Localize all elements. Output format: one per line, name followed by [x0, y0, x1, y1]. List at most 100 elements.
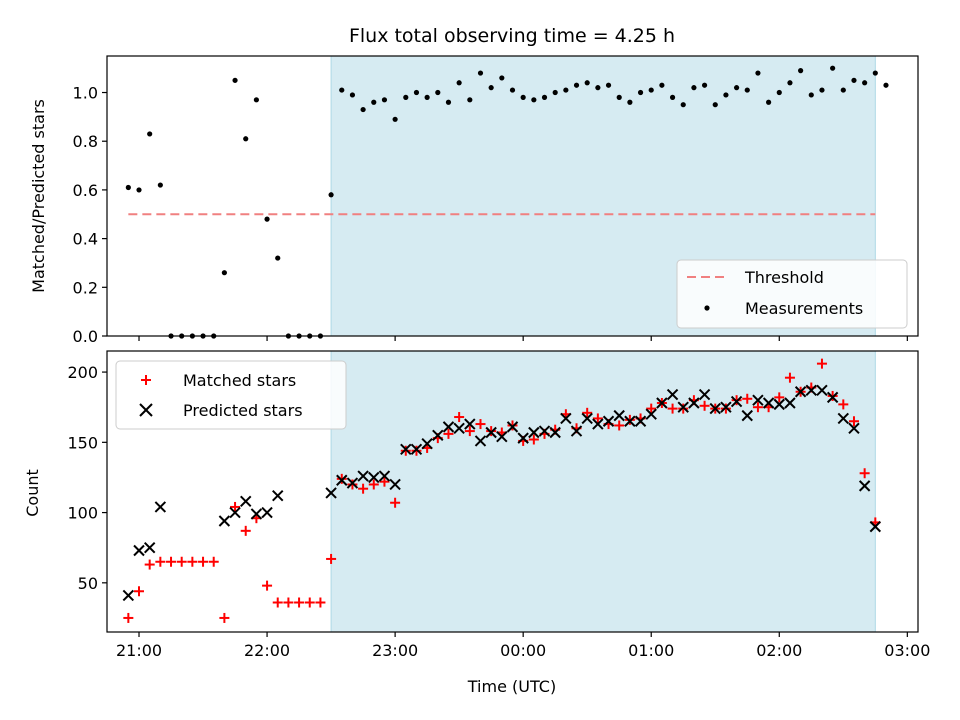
chart-title: Flux total observing time = 4.25 h	[349, 25, 675, 47]
predicted-star-point	[549, 426, 561, 439]
predicted-star-point	[677, 401, 689, 413]
y-tick-label: 150	[67, 433, 98, 452]
measurement-point	[627, 99, 633, 105]
y-tick-label: 0.0	[73, 327, 98, 346]
matched-star-point	[784, 372, 795, 383]
measurement-point	[221, 270, 227, 276]
predicted-star-point	[613, 409, 625, 422]
predicted-star-point	[837, 412, 850, 425]
measurement-point	[435, 89, 441, 96]
matched-star-point	[528, 434, 539, 445]
matched-star-point	[134, 586, 145, 597]
measurement-point	[403, 94, 409, 100]
measurement-point	[605, 82, 612, 88]
predicted-star-point	[410, 443, 423, 456]
predicted-star-point	[378, 470, 391, 482]
predicted-star-point	[688, 397, 700, 409]
predicted-star-point	[848, 422, 860, 434]
predicted-star-point	[464, 418, 476, 430]
predicted-star-point	[421, 438, 433, 450]
y-tick-label: 0.2	[73, 278, 98, 297]
bottom-legend: Matched stars Predicted stars	[115, 360, 347, 430]
matched-star-point	[326, 553, 337, 564]
x-tick-label: 03:00	[884, 641, 930, 660]
x-tick-label: 23:00	[372, 641, 418, 660]
matched-star-point	[187, 556, 198, 567]
y-tick-label: 50	[78, 574, 98, 593]
predicted-star-point	[400, 443, 412, 456]
measurement-point	[787, 80, 793, 86]
matched-star-point	[464, 426, 475, 437]
predicted-star-point	[325, 487, 337, 499]
predicted-star-point	[336, 474, 348, 486]
predicted-star-point	[528, 426, 540, 439]
predicted-star-point	[357, 470, 369, 482]
measurement-point	[360, 106, 366, 113]
measurement-point	[232, 77, 238, 83]
matched-star-point	[208, 556, 219, 567]
predicted-star-point	[645, 408, 657, 420]
matched-star-point	[443, 428, 454, 439]
measurement-point	[349, 92, 356, 98]
predicted-star-point	[250, 508, 263, 520]
measurement-point	[862, 80, 868, 86]
matched-star-point	[390, 497, 401, 508]
measurement-point	[766, 99, 772, 105]
predicted-star-point	[869, 520, 882, 533]
x-tick-label: 02:00	[756, 641, 802, 660]
matched-star-point	[859, 468, 870, 479]
matched-star-point	[230, 501, 241, 512]
predicted-star-point	[698, 388, 711, 401]
matched-star-point	[848, 416, 859, 427]
y-tick-label: 1.0	[73, 84, 98, 103]
predicted-star-point	[581, 412, 593, 425]
measurement-point	[883, 82, 889, 88]
predicted-star-point	[346, 477, 359, 489]
measurement-point	[595, 85, 601, 91]
measurement-point	[424, 94, 430, 100]
matched-star-point	[816, 358, 827, 369]
predicted-star-point	[389, 478, 401, 491]
measurement-point	[744, 87, 750, 93]
matched-star-point	[240, 525, 251, 536]
measurement-point	[776, 89, 782, 96]
measurement-point	[264, 216, 270, 222]
y-tick-label: 0.8	[73, 132, 98, 151]
measurement-point	[691, 85, 697, 91]
x-tick-label: 22:00	[244, 641, 290, 660]
count-panel: 50 100 150 200 21:00 22:00 23:00 00:00 01:00 02:0…	[67, 350, 930, 660]
predicted-star-point	[730, 395, 743, 408]
predicted-star-point	[709, 402, 721, 415]
predicted-star-point	[720, 401, 732, 413]
predicted-star-point	[133, 544, 145, 557]
measurement-point	[243, 136, 249, 142]
predicted-star-point	[538, 425, 551, 437]
predicted-star-point	[624, 415, 636, 427]
measurement-point	[157, 182, 163, 188]
matched-star-point	[262, 580, 273, 591]
axes-frame	[106, 350, 919, 633]
measurement-point	[755, 70, 761, 76]
predicted-star-point	[826, 391, 839, 404]
matched-star-point	[368, 479, 379, 490]
predicted-star-point	[656, 397, 668, 409]
measurement-point	[147, 131, 153, 137]
measurement-point	[275, 255, 281, 261]
matched-star-point	[752, 402, 763, 413]
measurement-point	[659, 82, 665, 88]
legend-predicted-label: Predicted stars	[183, 401, 303, 420]
predicted-star-point	[634, 415, 647, 427]
measurement-point	[851, 77, 857, 83]
predicted-star-point	[485, 426, 497, 439]
predicted-star-point	[143, 541, 156, 554]
measurement-point	[798, 68, 804, 74]
matched-star-point	[272, 597, 283, 608]
matched-star-point	[294, 597, 305, 608]
legend-threshold-label: Threshold	[744, 268, 824, 287]
measurement-point	[381, 97, 388, 103]
measurement-point	[136, 187, 142, 193]
matched-star-point	[742, 393, 753, 404]
matched-star-point	[592, 413, 603, 424]
matched-star-point	[454, 412, 465, 423]
predicted-star-point	[858, 480, 871, 492]
